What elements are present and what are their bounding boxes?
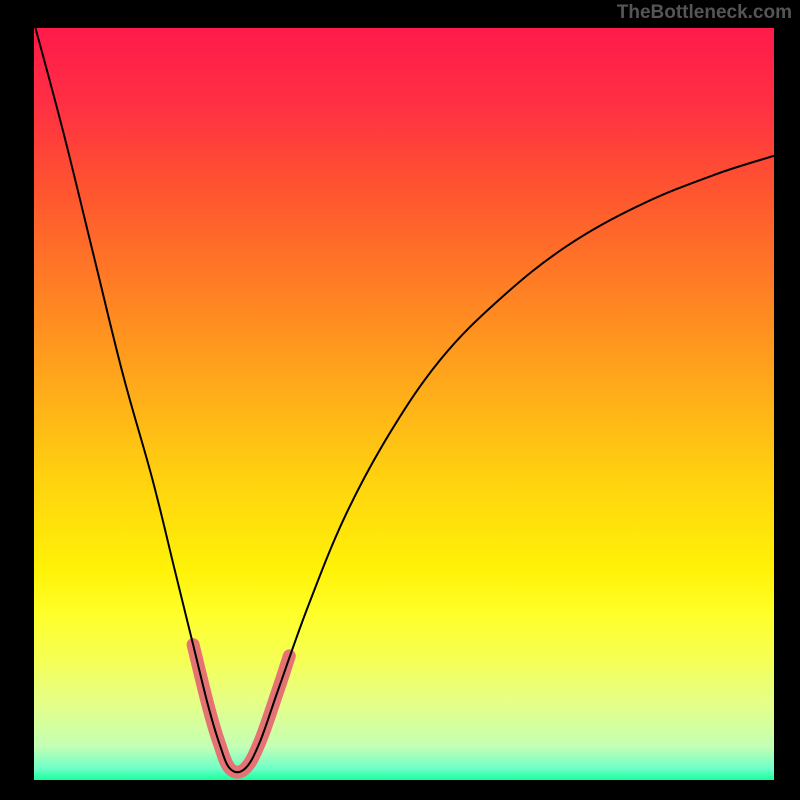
watermark-text: TheBottleneck.com — [617, 2, 792, 24]
curve-layer — [34, 28, 774, 780]
bottleneck-curve — [35, 28, 774, 772]
bottleneck-highlight — [193, 645, 289, 773]
plot-area — [34, 28, 774, 780]
